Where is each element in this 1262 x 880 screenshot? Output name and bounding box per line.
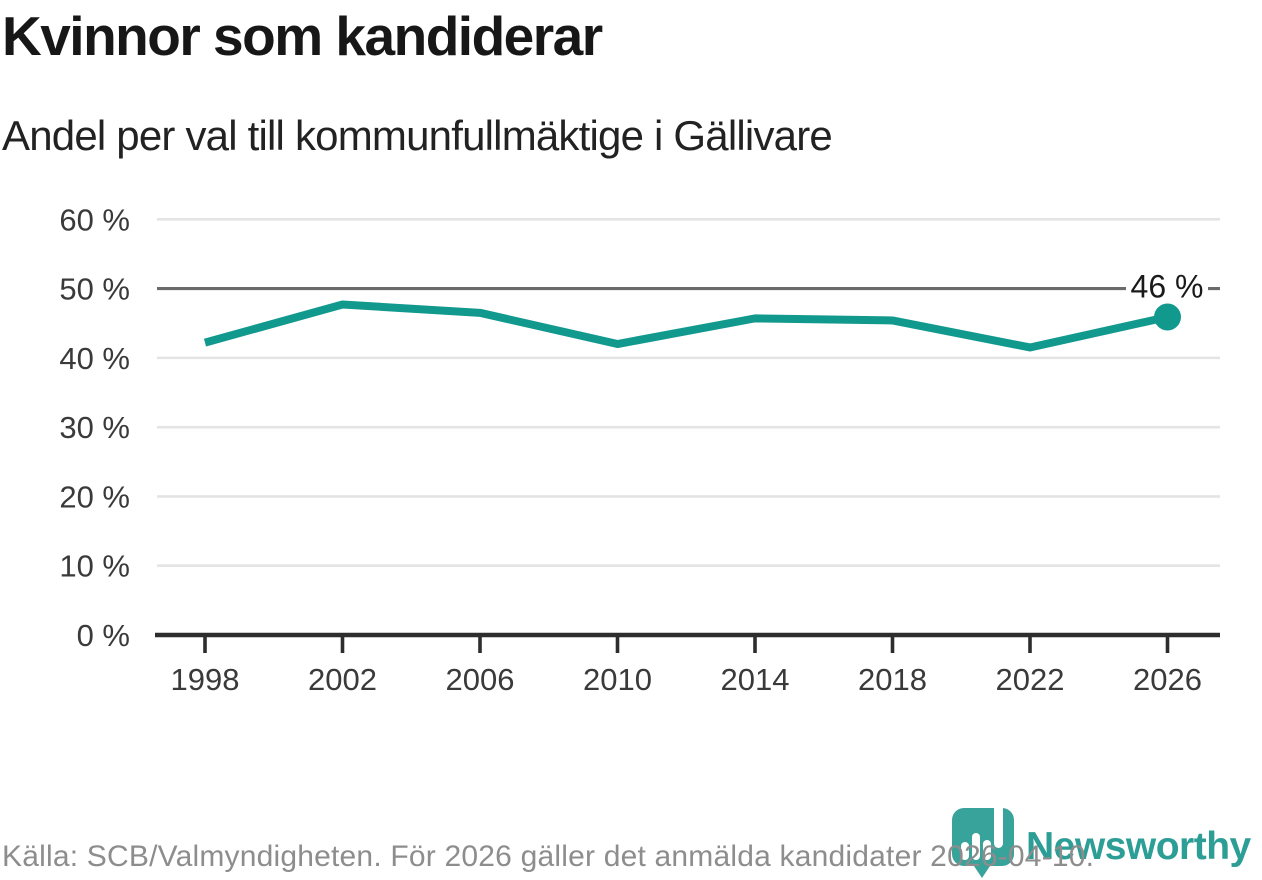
x-axis-tick-label: 2014 [721, 662, 790, 697]
x-axis-tick-label: 2006 [446, 662, 515, 697]
y-axis-tick-label: 60 % [59, 202, 130, 237]
source-note: Källa: SCB/Valmyndigheten. För 2026 gäll… [2, 840, 1095, 873]
y-axis-tick-label: 40 % [59, 341, 130, 376]
x-axis-tick-label: 2018 [858, 662, 927, 697]
logo-bar-medium [972, 833, 980, 860]
logo-bar-tall [994, 806, 1003, 848]
logo-bar-short [961, 842, 969, 860]
y-axis-tick-label: 0 % [77, 618, 130, 653]
y-axis-tick-label: 10 % [59, 549, 130, 584]
x-axis-tick-label: 1998 [171, 662, 240, 697]
x-axis-tick-label: 2010 [583, 662, 652, 697]
chart-subtitle: Andel per val till kommunfullmäktige i G… [2, 112, 833, 159]
y-axis-tick-label: 50 % [59, 272, 130, 307]
data-point-last [1154, 303, 1181, 331]
brand-name: Newsworthy [1026, 825, 1251, 868]
logo-bar-small [983, 840, 991, 860]
newsworthy-logo-icon [952, 806, 1014, 878]
last-point-label: 46 % [1131, 269, 1204, 305]
chart-title: Kvinnor som kandiderar [2, 5, 603, 67]
line-chart: 0 % 10 % 20 % 30 % 40 % 50 % 60 % 46 % 1998 2002 2… [59, 202, 1220, 697]
x-axis-tick-label: 2002 [308, 662, 377, 697]
newsworthy-brand: Newsworthy [950, 806, 1251, 880]
y-axis-tick-label: 20 % [59, 479, 130, 514]
point-label-background [1126, 263, 1208, 306]
x-axis-tick-label: 2022 [996, 662, 1065, 697]
x-axis-tick-label: 2026 [1133, 662, 1202, 697]
data-line [203, 300, 1169, 352]
y-axis-tick-label: 30 % [59, 410, 130, 445]
